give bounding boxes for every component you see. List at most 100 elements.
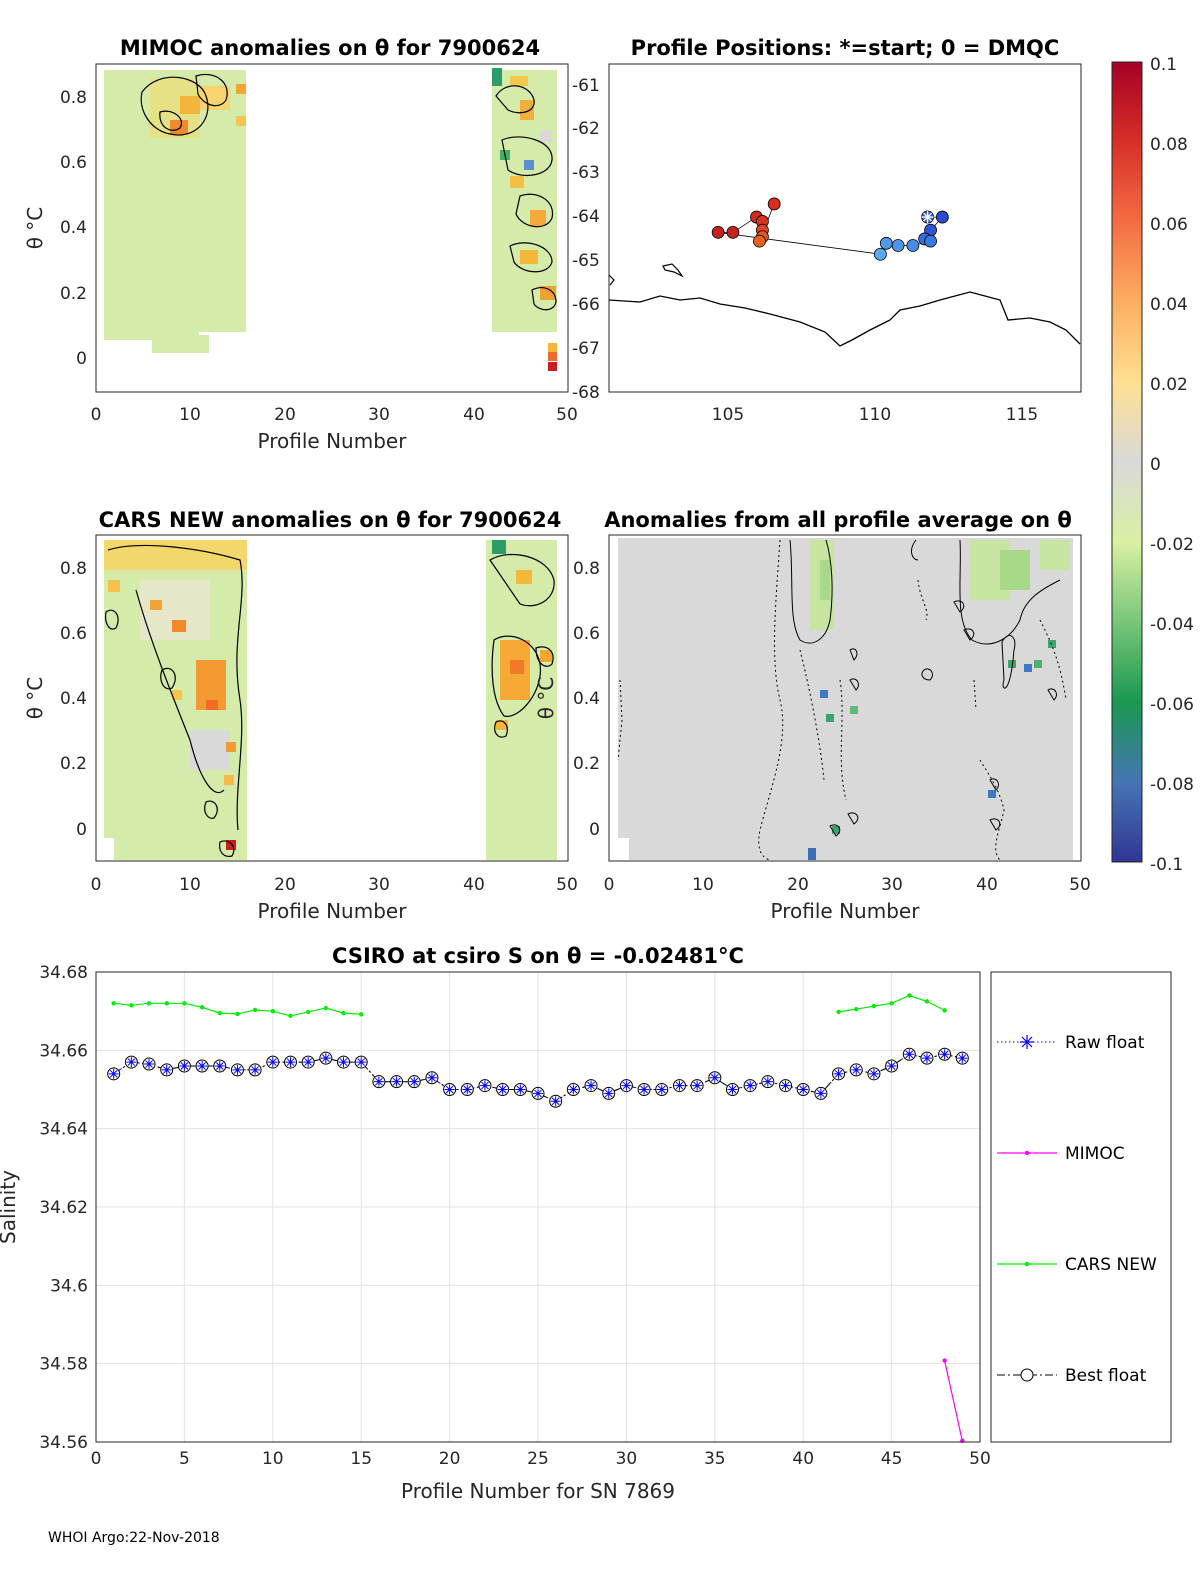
positions-axes-box <box>608 63 1082 393</box>
raw-float-point <box>338 1057 349 1068</box>
raw-float-point <box>603 1088 614 1099</box>
raw-float-point <box>373 1076 384 1087</box>
raw-float-point <box>727 1084 738 1095</box>
colorbar-tick: -0.04 <box>1150 615 1194 635</box>
avg-xtick-40: 40 <box>976 875 998 895</box>
mimoc-field-left-tail <box>152 335 209 353</box>
raw-float-point <box>533 1088 543 1099</box>
profile-position-point <box>874 247 887 261</box>
cars-anomaly-cells-right <box>492 540 552 730</box>
mimoc-xtick-10: 10 <box>179 405 201 425</box>
cars-ylabel: θ °C <box>23 677 47 720</box>
cars-new-point <box>199 1005 205 1010</box>
salinity-y-ticks: 34.56 34.58 34.6 34.62 34.64 34.66 34.68 <box>39 963 88 1453</box>
cars-axes-box <box>95 534 569 862</box>
colorbar-tick: 0.1 <box>1150 55 1177 75</box>
salinity-xtick: 20 <box>439 1449 461 1469</box>
salinity-xtick: 5 <box>179 1449 190 1469</box>
avg-ytick-04: 0.4 <box>573 689 600 709</box>
cars-new-point <box>836 1009 841 1015</box>
mimoc-ytick-02: 0.2 <box>60 284 87 304</box>
avg-x-ticks: 0 10 20 30 40 50 <box>604 875 1091 895</box>
colorbar-tick: 0.02 <box>1150 375 1188 395</box>
salinity-title: CSIRO at csiro S on θ = -0.02481°C <box>332 944 744 968</box>
positions-xtick-110: 110 <box>859 405 891 425</box>
salinity-ytick: 34.58 <box>39 1355 88 1375</box>
colorbar-tick: 0.06 <box>1150 215 1188 235</box>
cars-xtick-30: 30 <box>368 875 390 895</box>
salinity-xtick: 0 <box>91 1449 102 1469</box>
mimoc-x-ticks: 0 10 20 30 40 50 <box>91 405 578 425</box>
profile-position-point <box>767 197 781 211</box>
raw-float-point <box>444 1084 455 1095</box>
raw-float-point <box>815 1088 826 1099</box>
raw-float-point <box>232 1064 243 1075</box>
colorbar: 0.1 0.08 0.06 0.04 0.02 0 -0.02 -0.04 -0… <box>1111 55 1194 875</box>
raw-float-point <box>108 1068 119 1079</box>
raw-float-point <box>391 1076 402 1087</box>
positions-ytick-63: -63 <box>572 163 600 183</box>
salinity-xtick: 25 <box>527 1449 549 1469</box>
avg-xlabel: Profile Number <box>771 899 921 923</box>
positions-title: Profile Positions: *=start; 0 = DMQC <box>631 36 1060 60</box>
mimoc-xtick-0: 0 <box>91 405 102 425</box>
cars-xtick-10: 10 <box>179 875 201 895</box>
legend-entry-best-float: Best float <box>997 1366 1147 1386</box>
salinity-grid <box>95 971 981 1443</box>
raw-float-point <box>674 1080 685 1091</box>
avg-contour-solid <box>789 539 1061 837</box>
cars-xtick-0: 0 <box>91 875 102 895</box>
colorbar-tick: 0.08 <box>1150 135 1188 155</box>
profile-position-point <box>753 234 766 248</box>
mimoc-point <box>942 1358 947 1363</box>
raw-float-point <box>621 1080 632 1091</box>
raw-float-point <box>214 1061 225 1071</box>
avg-y-ticks: 0 0.2 0.4 0.6 0.8 <box>573 559 600 840</box>
mimoc-xtick-30: 30 <box>368 405 390 425</box>
cars-new-point <box>341 1010 346 1016</box>
salinity-ytick: 34.62 <box>39 1198 88 1218</box>
raw-float-point <box>267 1057 278 1068</box>
mimoc-xlabel: Profile Number <box>258 429 408 453</box>
legend-box <box>990 971 1172 1443</box>
profile-position-point <box>891 239 905 252</box>
cars-new-point <box>182 1001 187 1006</box>
salinity-panel: CSIRO at csiro S on θ = -0.02481°C 0 5 10 1… <box>0 944 1172 1503</box>
profile-position-point <box>879 236 893 250</box>
mimoc-contour-left <box>140 73 228 136</box>
raw-float-point <box>957 1053 968 1064</box>
raw-float-point <box>250 1064 261 1075</box>
cars-new-point <box>164 1001 169 1006</box>
raw-float-point <box>144 1059 155 1070</box>
profile-position-markers <box>711 197 949 261</box>
avg-contour-dotted <box>617 539 1067 861</box>
raw-float-point <box>868 1068 879 1079</box>
cars-x-ticks: 0 10 20 30 40 50 <box>91 875 578 895</box>
avg-ylabel: θ °C <box>534 677 558 720</box>
salinity-ytick: 34.6 <box>50 1276 88 1296</box>
cars-contour-left <box>105 544 243 857</box>
raw-float-point <box>798 1084 809 1095</box>
positions-panel: Profile Positions: *=start; 0 = DMQC 105… <box>572 36 1082 425</box>
raw-float-point <box>426 1072 437 1083</box>
profile-position-point <box>935 210 949 224</box>
raw-float-star-icon <box>1020 1035 1034 1049</box>
legend-label-mimoc: MIMOC <box>1065 1144 1125 1164</box>
raw-float-point <box>939 1049 950 1060</box>
best-float-circle-icon <box>1020 1368 1034 1382</box>
positions-ytick-61: -61 <box>572 76 600 96</box>
salinity-xtick: 35 <box>704 1449 726 1469</box>
cars-ytick-06: 0.6 <box>60 624 87 644</box>
colorbar-tick: -0.1 <box>1150 855 1183 875</box>
mimoc-xtick-40: 40 <box>463 405 485 425</box>
raw-float-point <box>356 1057 367 1068</box>
cars-xlabel: Profile Number <box>258 899 408 923</box>
avg-xtick-30: 30 <box>881 875 903 895</box>
raw-float-point <box>515 1084 526 1095</box>
cars-new-point <box>252 1007 258 1013</box>
legend-entry-mimoc: MIMOC <box>997 1144 1125 1164</box>
avg-ytick-08: 0.8 <box>573 559 600 579</box>
salinity-ytick: 34.56 <box>39 1433 88 1453</box>
cars-title: CARS NEW anomalies on θ for 7900624 <box>99 508 562 532</box>
salinity-axes-box <box>95 971 981 1443</box>
